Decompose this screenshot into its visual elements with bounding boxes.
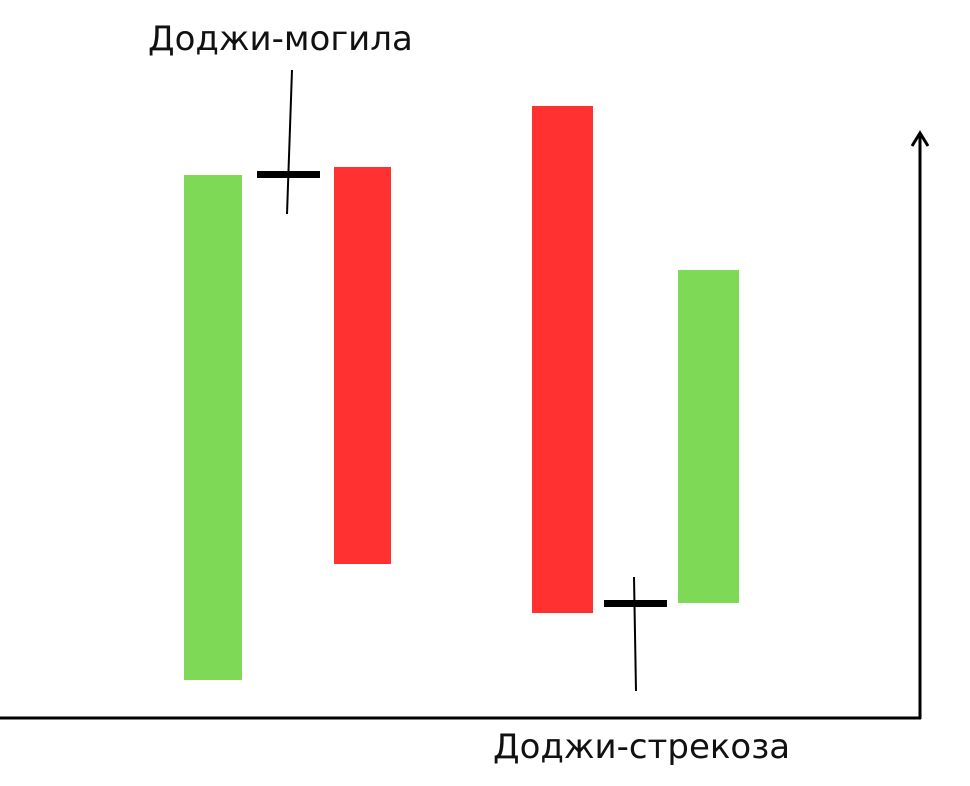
red-candle [334, 167, 391, 564]
doji-wick [633, 576, 637, 692]
label: Доджи-стрекоза [493, 727, 790, 767]
green-candle [678, 270, 739, 603]
green-candle [184, 175, 242, 680]
label: Доджи-могила [148, 19, 413, 59]
doji-wick [286, 69, 293, 215]
doji-body [604, 600, 667, 607]
red-candle [532, 106, 593, 613]
axis-arrow [910, 130, 930, 147]
